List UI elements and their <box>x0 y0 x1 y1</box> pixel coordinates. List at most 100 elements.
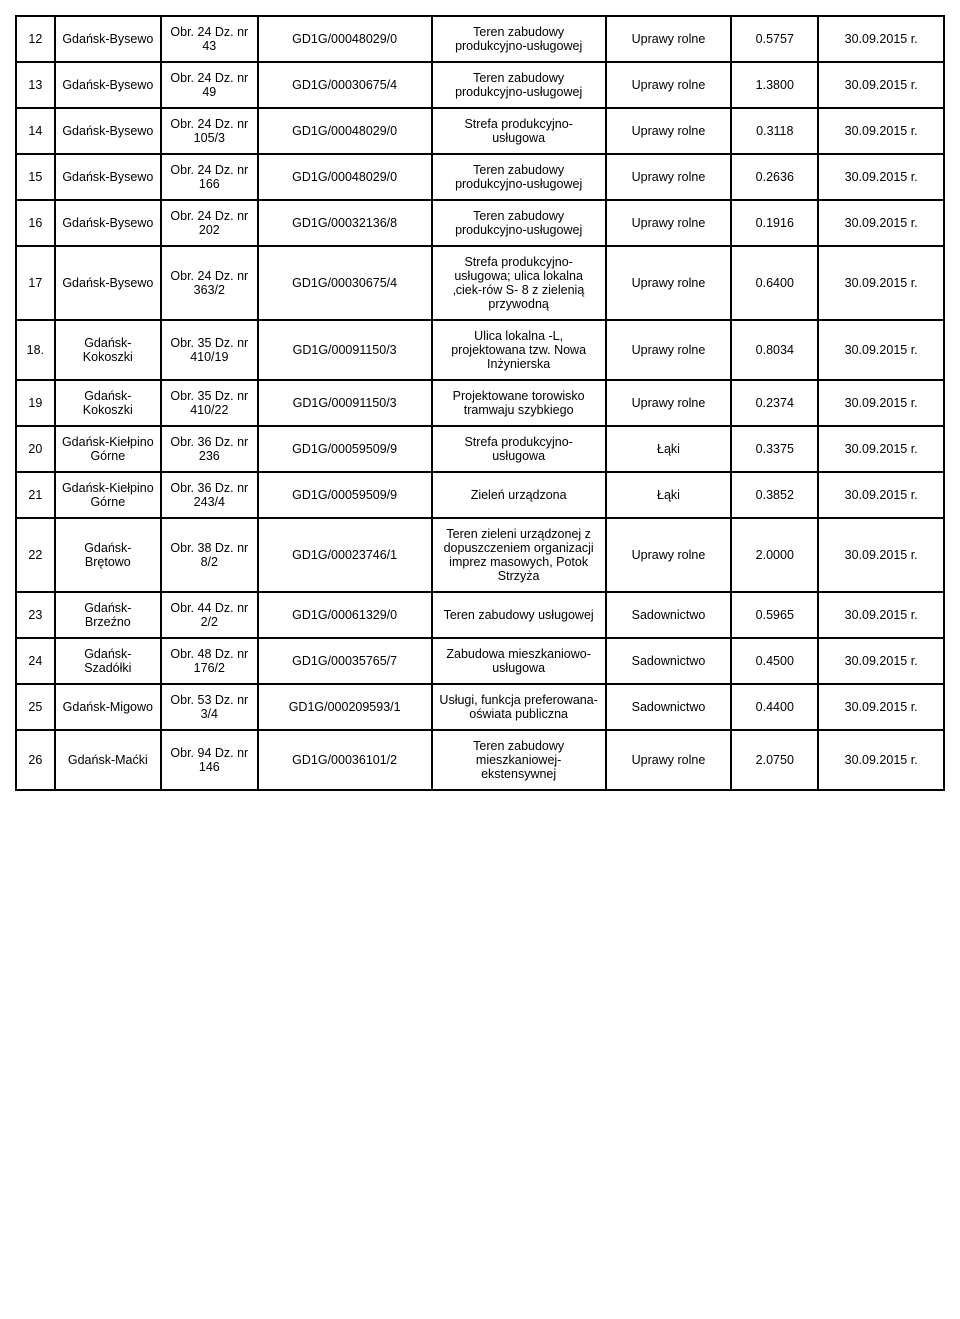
description: Teren zabudowy produkcyjno-usługowej <box>432 16 606 62</box>
date: 30.09.2015 r. <box>818 730 944 790</box>
area: 1.3800 <box>731 62 818 108</box>
area: 0.3118 <box>731 108 818 154</box>
land-use: Sadownictwo <box>606 684 732 730</box>
area: 2.0000 <box>731 518 818 592</box>
description: Strefa produkcyjno-usługowa <box>432 108 606 154</box>
date: 30.09.2015 r. <box>818 638 944 684</box>
area: 0.1916 <box>731 200 818 246</box>
land-use: Uprawy rolne <box>606 246 732 320</box>
kw-number: GD1G/00036101/2 <box>258 730 432 790</box>
date: 30.09.2015 r. <box>818 380 944 426</box>
table-row: 14Gdańsk-BysewoObr. 24 Dz. nr 105/3GD1G/… <box>16 108 944 154</box>
row-number: 21 <box>16 472 55 518</box>
location: Gdańsk-Bysewo <box>55 108 161 154</box>
table-row: 19Gdańsk-KokoszkiObr. 35 Dz. nr 410/22GD… <box>16 380 944 426</box>
description: Zabudowa mieszkaniowo-usługowa <box>432 638 606 684</box>
kw-number: GD1G/00048029/0 <box>258 16 432 62</box>
area: 0.4500 <box>731 638 818 684</box>
table-row: 18.Gdańsk-KokoszkiObr. 35 Dz. nr 410/19G… <box>16 320 944 380</box>
date: 30.09.2015 r. <box>818 200 944 246</box>
row-number: 18. <box>16 320 55 380</box>
area: 2.0750 <box>731 730 818 790</box>
date: 30.09.2015 r. <box>818 472 944 518</box>
location: Gdańsk-Bysewo <box>55 246 161 320</box>
table-row: 13Gdańsk-BysewoObr. 24 Dz. nr 49GD1G/000… <box>16 62 944 108</box>
land-use: Sadownictwo <box>606 592 732 638</box>
area: 0.3852 <box>731 472 818 518</box>
table-row: 12Gdańsk-BysewoObr. 24 Dz. nr 43GD1G/000… <box>16 16 944 62</box>
table-row: 20Gdańsk-Kiełpino GórneObr. 36 Dz. nr 23… <box>16 426 944 472</box>
row-number: 16 <box>16 200 55 246</box>
table-row: 25Gdańsk-MigowoObr. 53 Dz. nr 3/4GD1G/00… <box>16 684 944 730</box>
kw-number: GD1G/00059509/9 <box>258 472 432 518</box>
row-number: 15 <box>16 154 55 200</box>
area: 0.2374 <box>731 380 818 426</box>
land-table: 12Gdańsk-BysewoObr. 24 Dz. nr 43GD1G/000… <box>15 15 945 791</box>
kw-number: GD1G/00091150/3 <box>258 380 432 426</box>
table-row: 16Gdańsk-BysewoObr. 24 Dz. nr 202GD1G/00… <box>16 200 944 246</box>
location: Gdańsk-Bysewo <box>55 154 161 200</box>
row-number: 20 <box>16 426 55 472</box>
obr-dz: Obr. 38 Dz. nr 8/2 <box>161 518 258 592</box>
date: 30.09.2015 r. <box>818 16 944 62</box>
row-number: 14 <box>16 108 55 154</box>
kw-number: GD1G/00048029/0 <box>258 108 432 154</box>
table-row: 15Gdańsk-BysewoObr. 24 Dz. nr 166GD1G/00… <box>16 154 944 200</box>
obr-dz: Obr. 53 Dz. nr 3/4 <box>161 684 258 730</box>
description: Zieleń urządzona <box>432 472 606 518</box>
land-use: Sadownictwo <box>606 638 732 684</box>
obr-dz: Obr. 24 Dz. nr 363/2 <box>161 246 258 320</box>
land-use: Uprawy rolne <box>606 518 732 592</box>
date: 30.09.2015 r. <box>818 154 944 200</box>
location: Gdańsk-Bysewo <box>55 62 161 108</box>
kw-number: GD1G/00061329/0 <box>258 592 432 638</box>
date: 30.09.2015 r. <box>818 320 944 380</box>
obr-dz: Obr. 24 Dz. nr 49 <box>161 62 258 108</box>
kw-number: GD1G/00030675/4 <box>258 246 432 320</box>
location: Gdańsk-Bysewo <box>55 16 161 62</box>
kw-number: GD1G/00059509/9 <box>258 426 432 472</box>
date: 30.09.2015 r. <box>818 684 944 730</box>
land-use: Łąki <box>606 472 732 518</box>
row-number: 12 <box>16 16 55 62</box>
kw-number: GD1G/00030675/4 <box>258 62 432 108</box>
obr-dz: Obr. 24 Dz. nr 166 <box>161 154 258 200</box>
description: Teren zabudowy usługowej <box>432 592 606 638</box>
row-number: 24 <box>16 638 55 684</box>
obr-dz: Obr. 24 Dz. nr 43 <box>161 16 258 62</box>
land-use: Uprawy rolne <box>606 154 732 200</box>
description: Ulica lokalna -L, projektowana tzw. Nowa… <box>432 320 606 380</box>
date: 30.09.2015 r. <box>818 246 944 320</box>
kw-number: GD1G/00048029/0 <box>258 154 432 200</box>
table-row: 22Gdańsk-BrętowoObr. 38 Dz. nr 8/2GD1G/0… <box>16 518 944 592</box>
row-number: 26 <box>16 730 55 790</box>
description: Teren zabudowy produkcyjno-usługowej <box>432 154 606 200</box>
description: Usługi, funkcja preferowana-oświata publ… <box>432 684 606 730</box>
obr-dz: Obr. 48 Dz. nr 176/2 <box>161 638 258 684</box>
area: 0.5965 <box>731 592 818 638</box>
table-row: 26Gdańsk-MaćkiObr. 94 Dz. nr 146GD1G/000… <box>16 730 944 790</box>
location: Gdańsk-Bysewo <box>55 200 161 246</box>
table-row: 17Gdańsk-BysewoObr. 24 Dz. nr 363/2GD1G/… <box>16 246 944 320</box>
land-use: Uprawy rolne <box>606 16 732 62</box>
area: 0.8034 <box>731 320 818 380</box>
land-use: Uprawy rolne <box>606 62 732 108</box>
obr-dz: Obr. 94 Dz. nr 146 <box>161 730 258 790</box>
date: 30.09.2015 r. <box>818 592 944 638</box>
obr-dz: Obr. 35 Dz. nr 410/22 <box>161 380 258 426</box>
row-number: 25 <box>16 684 55 730</box>
row-number: 22 <box>16 518 55 592</box>
obr-dz: Obr. 44 Dz. nr 2/2 <box>161 592 258 638</box>
area: 0.5757 <box>731 16 818 62</box>
row-number: 19 <box>16 380 55 426</box>
land-use: Uprawy rolne <box>606 108 732 154</box>
kw-number: GD1G/000209593/1 <box>258 684 432 730</box>
land-use: Uprawy rolne <box>606 200 732 246</box>
location: Gdańsk-Maćki <box>55 730 161 790</box>
kw-number: GD1G/00091150/3 <box>258 320 432 380</box>
area: 0.4400 <box>731 684 818 730</box>
row-number: 23 <box>16 592 55 638</box>
description: Strefa produkcyjno-usługowa <box>432 426 606 472</box>
kw-number: GD1G/00032136/8 <box>258 200 432 246</box>
table-row: 24Gdańsk-SzadółkiObr. 48 Dz. nr 176/2GD1… <box>16 638 944 684</box>
